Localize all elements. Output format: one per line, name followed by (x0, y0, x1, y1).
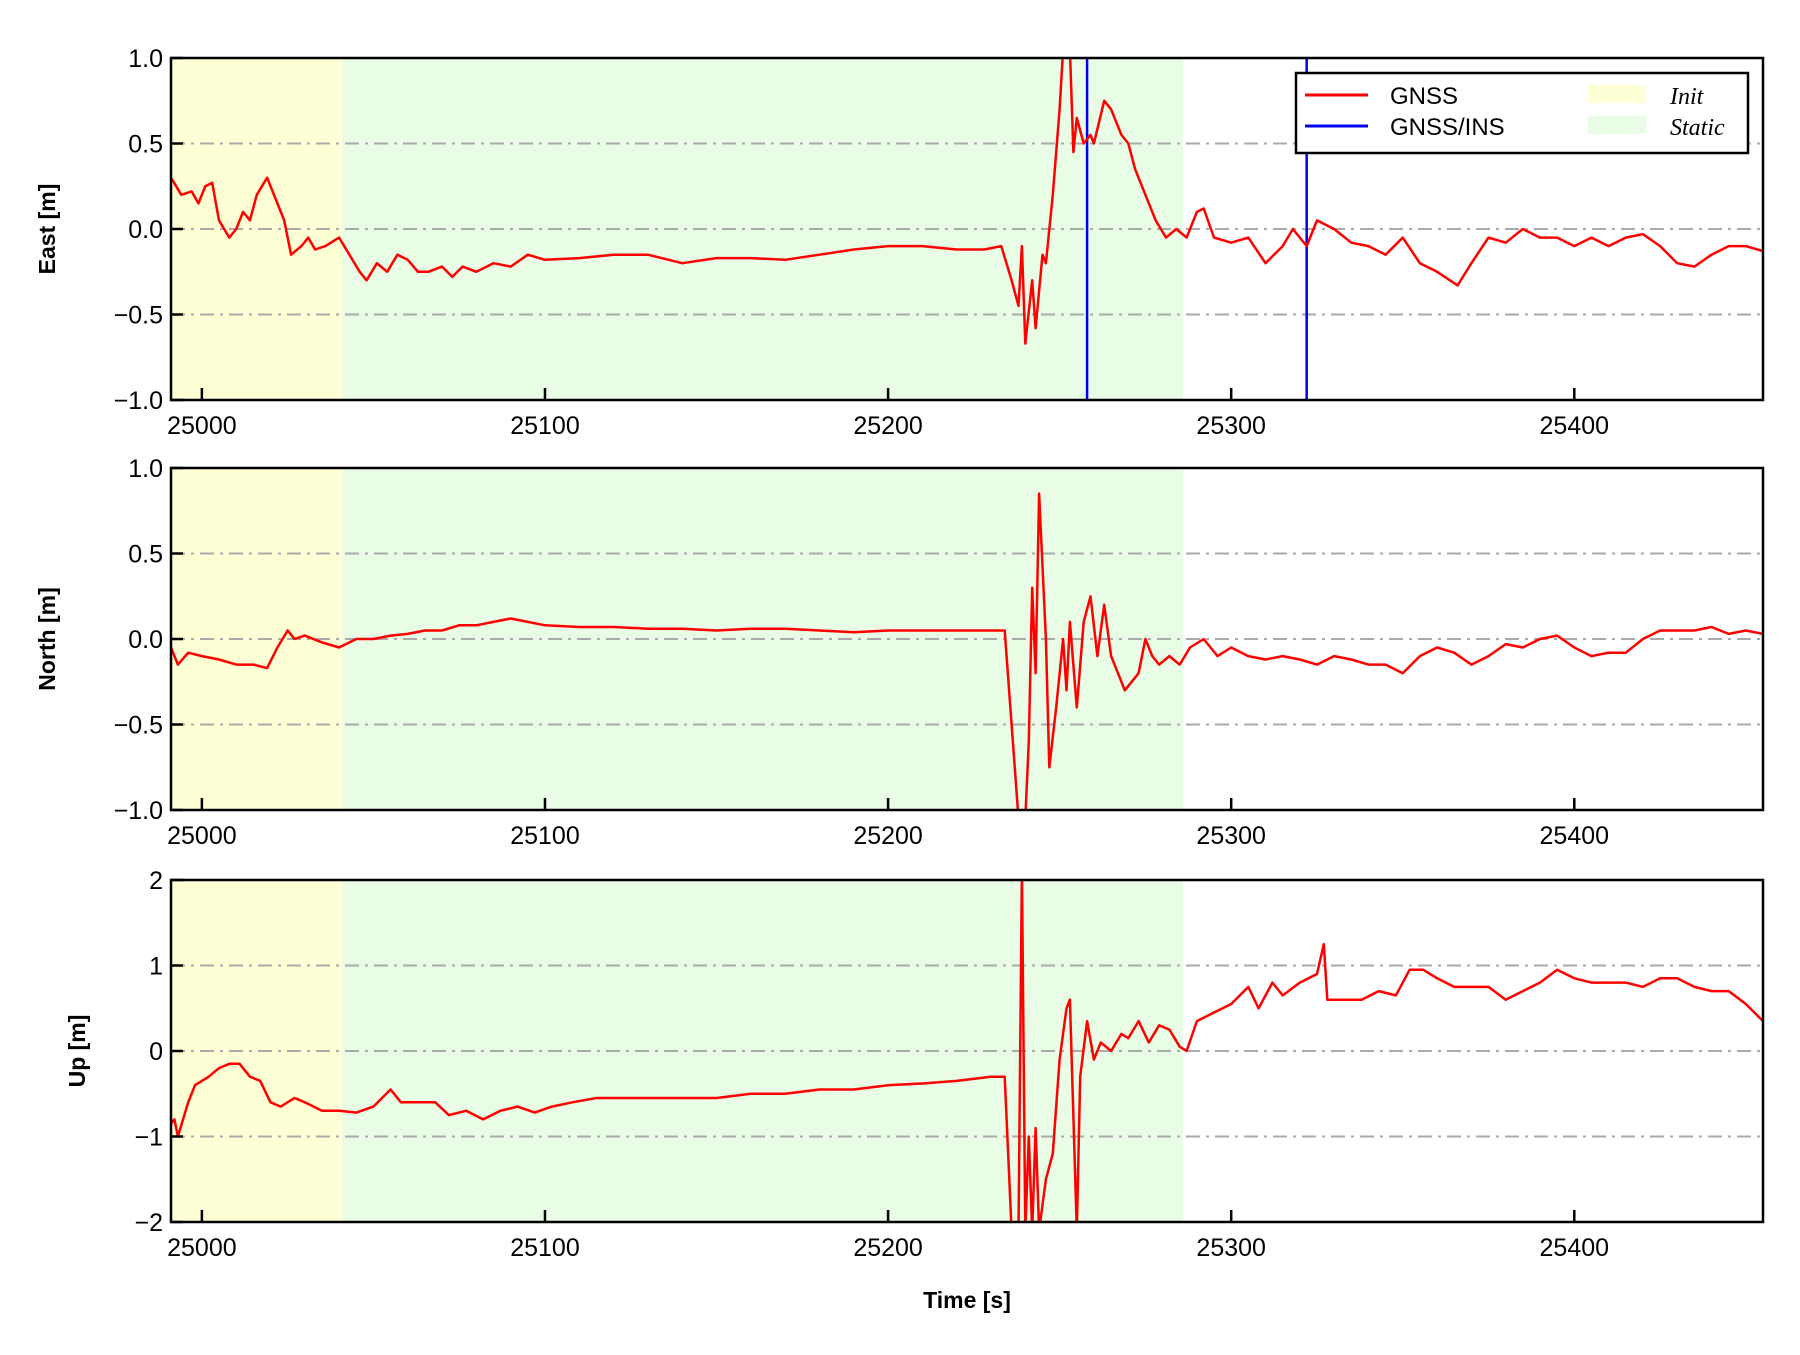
x-tick-label: 25300 (1196, 822, 1266, 850)
y-tick-label: −1.0 (114, 387, 163, 415)
x-tick-label: 25300 (1196, 412, 1266, 440)
gnss-line (171, 492, 1763, 810)
legend-box (1294, 71, 1750, 155)
x-tick-label: 25000 (167, 822, 237, 850)
y-tick-label: 0 (149, 1038, 163, 1066)
y-tick-label: 1.0 (128, 45, 163, 73)
legend-init-swatch (1588, 85, 1646, 103)
x-tick-label: 25200 (853, 822, 923, 850)
region-init (171, 58, 343, 400)
legend: GNSS GNSS/INS Init Static (1294, 71, 1750, 155)
y-axis-label: East [m] (34, 184, 60, 275)
y-tick-label: −1 (134, 1124, 163, 1152)
x-tick-label: 25100 (510, 412, 580, 440)
y-tick-label: 2 (149, 867, 163, 895)
x-tick-label: 25000 (167, 412, 237, 440)
y-tick-label: 0.5 (128, 131, 163, 159)
x-tick-label: 25400 (1540, 412, 1610, 440)
y-tick-label: 0.0 (128, 626, 163, 654)
x-tick-label: 25100 (510, 822, 580, 850)
y-tick-label: −0.5 (114, 302, 163, 330)
x-tick-label: 25000 (167, 1234, 237, 1262)
y-tick-label: 1 (149, 953, 163, 981)
y-axis-label: Up [m] (64, 1015, 90, 1088)
y-tick-label: −0.5 (114, 712, 163, 740)
legend-init-label: Init (1669, 84, 1705, 110)
x-tick-label: 25200 (853, 412, 923, 440)
x-tick-label: 25400 (1540, 822, 1610, 850)
x-tick-label: 25100 (510, 1234, 580, 1262)
y-tick-label: 1.0 (128, 455, 163, 483)
legend-static-label: Static (1670, 115, 1725, 141)
x-tick-label: 25400 (1540, 1234, 1610, 1262)
y-tick-label: −2 (134, 1209, 163, 1237)
legend-static-swatch (1588, 116, 1646, 134)
x-tick-label: 25300 (1196, 1234, 1266, 1262)
x-tick-label: 25200 (853, 1234, 923, 1262)
y-axis-label: North [m] (34, 587, 60, 690)
gnss-line (171, 58, 1763, 345)
region-init (171, 880, 343, 1222)
legend-gnss-ins-label: GNSS/INS (1390, 114, 1505, 141)
y-tick-label: 0.5 (128, 541, 163, 569)
y-tick-label: 0.0 (128, 216, 163, 244)
gnss-line (171, 880, 1763, 1222)
legend-gnss-label: GNSS (1390, 83, 1458, 110)
y-tick-label: −1.0 (114, 797, 163, 825)
x-axis-label: Time [s] (923, 1287, 1011, 1313)
